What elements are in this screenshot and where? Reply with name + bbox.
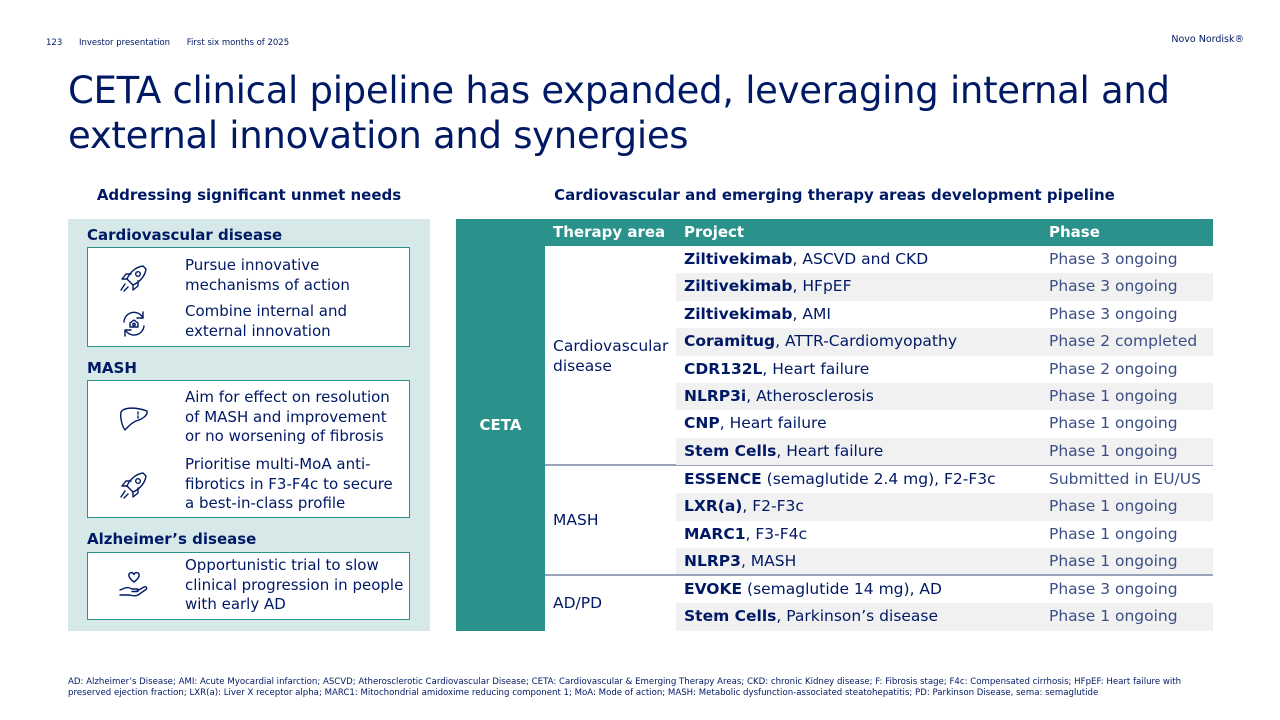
group-divider (545, 574, 1213, 576)
list-item: Pursue innovative mechanisms of action (88, 256, 409, 296)
item-text: Pursue innovative mechanisms of action (185, 256, 350, 294)
item-text: Aim for effect on resolution of MASH and… (185, 388, 390, 445)
table-row: Ziltivekimab, ASCVD and CKD Phase 3 ongoi… (684, 250, 1178, 268)
table-row: Ziltivekimab, AMI Phase 3 ongoing (684, 304, 1178, 323)
list-item: Opportunistic trial to slow clinical pro… (88, 556, 409, 616)
list-item: Combine internal and external innovation (88, 302, 409, 342)
period: First six months of 2025 (186, 38, 290, 48)
rocket-icon (120, 472, 147, 499)
liver-icon (120, 407, 148, 431)
section-title-alzheimers: Alzheimer’s disease (87, 530, 257, 548)
page-title: CETA clinical pipeline has expanded, lev… (68, 69, 1170, 157)
table-row: LXR(a), F2-F3c Phase 1 ongoing (676, 493, 1213, 521)
item-text: Prioritise multi-MoA anti-fibrotics in F… (185, 455, 393, 512)
table-row: Stem Cells, Parkinson’s disease Phase 1 o… (676, 603, 1213, 631)
list-item: Aim for effect on resolution of MASH and… (88, 388, 409, 448)
table-row: ESSENCE (semaglutide 2.4 mg), F2-F3c Subm… (684, 470, 1201, 488)
table-header: Therapy area Project Phase (545, 219, 1213, 246)
ceta-label: CETA (456, 219, 545, 631)
cardiovascular-box: Pursue innovative mechanisms of action C… (87, 247, 410, 347)
right-heading: Cardiovascular and emerging therapy area… (554, 186, 1115, 204)
table-row: NLRP3, MASH Phase 1 ongoing (676, 548, 1213, 574)
table-row: CNP, Heart failure Phase 1 ongoing (684, 414, 1178, 433)
left-heading: Addressing significant unmet needs (96, 186, 402, 204)
heart-hand-icon (119, 571, 148, 597)
list-item: Prioritise multi-MoA anti-fibrotics in F… (88, 455, 409, 515)
table-row: MARC1, F3-F4c Phase 1 ongoing (684, 524, 1178, 543)
table-row: NLRP3i, Atherosclerosis Phase 1 ongoing (676, 383, 1213, 411)
table-row: EVOKE (semaglutide 14 mg), AD Phase 3 ong… (684, 580, 1178, 598)
brand-logo-text: Novo Nordisk® (1171, 34, 1244, 45)
table-row: Coramitug, ATTR-Cardiomyopathy Phase 2 co… (676, 328, 1213, 356)
slide-header: 123 Investor presentation First six mont… (46, 38, 303, 48)
section-title-mash: MASH (87, 359, 137, 377)
item-text: Combine internal and external innovation (185, 302, 347, 340)
rocket-icon (120, 265, 147, 292)
col-therapy-area: Therapy area (553, 223, 666, 241)
item-text: Opportunistic trial to slow clinical pro… (185, 556, 404, 613)
page-number: 123 (46, 38, 63, 48)
therapy-area-cardiovascular: Cardiovascular disease (553, 337, 669, 375)
section-title-cardiovascular: Cardiovascular disease (87, 226, 283, 244)
mash-box: Aim for effect on resolution of MASH and… (87, 380, 410, 518)
therapy-area-mash: MASH (553, 511, 599, 529)
table-row: CDR132L, Heart failure Phase 2 ongoing (684, 359, 1178, 378)
table-row: Ziltivekimab, HFpEF Phase 3 ongoing (676, 273, 1213, 301)
recycle-hand-icon (123, 311, 145, 337)
col-phase: Phase (1049, 223, 1100, 241)
unmet-needs-panel: Cardiovascular disease Pursue innovative… (68, 219, 430, 631)
col-project: Project (684, 223, 745, 241)
alzheimers-box: Opportunistic trial to slow clinical pro… (87, 552, 410, 620)
doc-type: Investor presentation (78, 38, 171, 48)
footnote: AD: Alzheimer’s Disease; AMI: Acute Myoc… (68, 677, 1182, 698)
therapy-area-adpd: AD/PD (553, 594, 603, 612)
table-row: Stem Cells, Heart failure Phase 1 ongoing (676, 437, 1213, 466)
